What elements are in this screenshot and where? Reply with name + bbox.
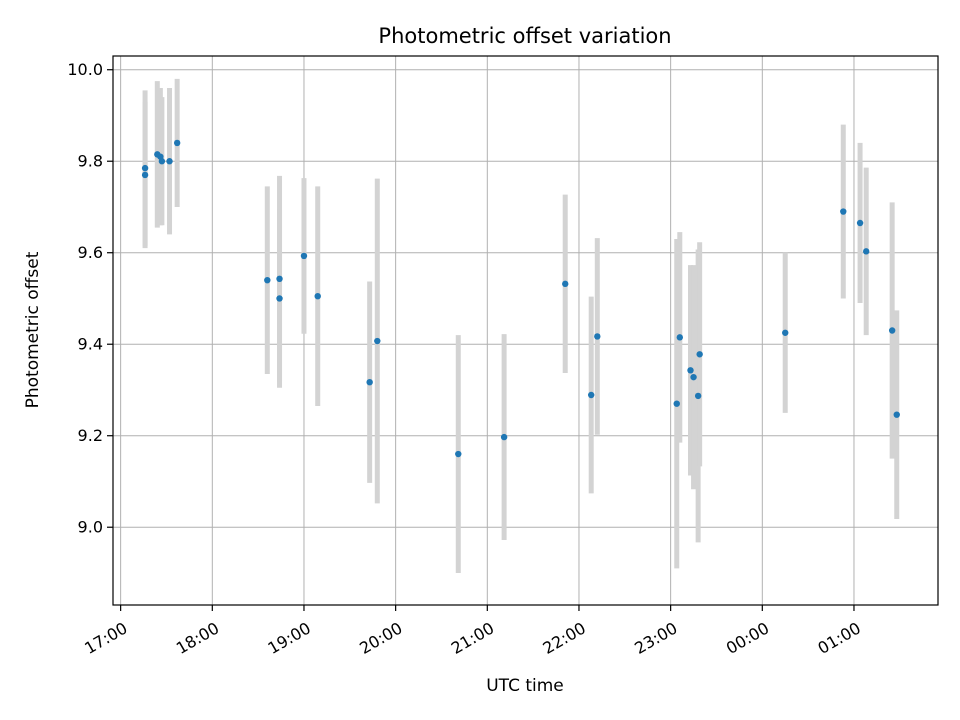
data-point <box>587 391 595 399</box>
data-point <box>500 433 508 441</box>
data-point <box>141 171 149 179</box>
data-point <box>314 292 321 300</box>
plot-frame <box>112 55 939 606</box>
data-point <box>173 139 181 147</box>
data-point <box>687 367 694 374</box>
data-points <box>141 139 900 458</box>
y-tick-label: 9.2 <box>78 426 103 445</box>
data-point <box>840 208 847 215</box>
data-point <box>562 280 569 288</box>
data-point <box>366 378 373 386</box>
y-tick-label: 9.4 <box>78 335 103 354</box>
data-point <box>166 158 173 165</box>
data-point <box>264 276 271 284</box>
data-point <box>888 327 896 334</box>
data-point <box>141 164 149 172</box>
data-point <box>856 219 864 227</box>
chart-title: Photometric offset variation <box>378 24 671 48</box>
data-point <box>862 248 870 255</box>
data-point <box>158 158 166 165</box>
data-point <box>696 351 703 358</box>
data-point <box>676 334 684 341</box>
data-point <box>694 392 702 400</box>
grid <box>113 56 938 605</box>
y-axis-ticks: 9.0 9.2 9.4 9.6 9.8 10.0 <box>67 60 113 537</box>
data-point <box>782 329 789 336</box>
data-point <box>276 295 283 302</box>
y-tick-label: 9.6 <box>78 243 103 262</box>
y-tick-label: 10.0 <box>67 60 103 79</box>
y-tick-label: 9.0 <box>78 518 103 537</box>
data-point <box>374 337 381 345</box>
data-point <box>893 411 900 418</box>
data-point <box>690 373 697 381</box>
data-point <box>455 450 462 458</box>
data-point <box>300 252 308 260</box>
data-point <box>276 275 283 283</box>
y-axis-label: Photometric offset <box>23 251 43 408</box>
y-tick-label: 9.8 <box>78 152 103 171</box>
data-point <box>673 400 680 407</box>
data-point <box>594 333 601 340</box>
x-axis-label: UTC time <box>486 676 564 696</box>
